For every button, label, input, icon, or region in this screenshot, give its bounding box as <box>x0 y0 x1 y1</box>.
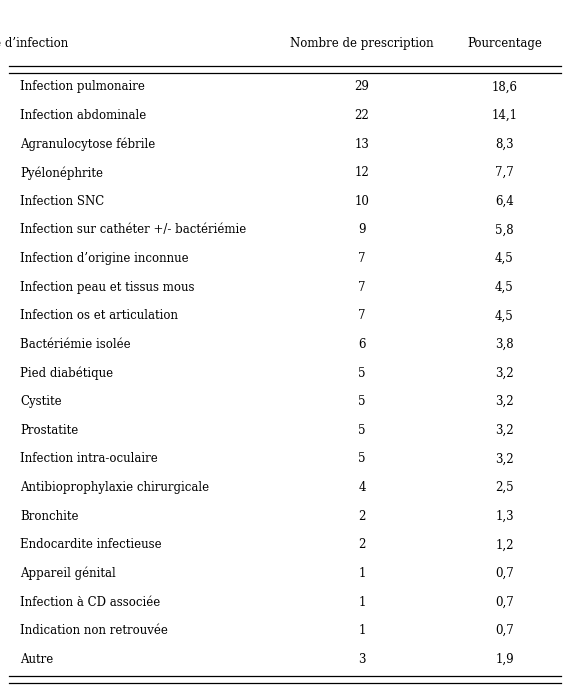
Text: 3,8: 3,8 <box>495 338 514 351</box>
Text: 18,6: 18,6 <box>491 80 518 94</box>
Text: Pyélonéphrite: Pyélonéphrite <box>20 166 103 179</box>
Text: Autre: Autre <box>20 653 53 666</box>
Text: Indication non retrouvée: Indication non retrouvée <box>20 624 168 637</box>
Text: 3: 3 <box>358 653 366 666</box>
Text: Agranulocytose fébrile: Agranulocytose fébrile <box>20 138 155 151</box>
Text: 1: 1 <box>359 624 365 637</box>
Text: Pourcentage: Pourcentage <box>467 37 542 50</box>
Text: 2,5: 2,5 <box>495 481 514 494</box>
Text: 4: 4 <box>358 481 366 494</box>
Text: 5: 5 <box>358 366 366 380</box>
Text: Infection intra-oculaire: Infection intra-oculaire <box>20 452 158 466</box>
Text: 1: 1 <box>359 567 365 580</box>
Text: Antibioprophylaxie chirurgicale: Antibioprophylaxie chirurgicale <box>20 481 209 494</box>
Text: 2: 2 <box>359 538 365 551</box>
Text: Bactériémie isolée: Bactériémie isolée <box>20 338 131 351</box>
Text: 29: 29 <box>355 80 369 94</box>
Text: 4,5: 4,5 <box>495 281 514 294</box>
Text: 7: 7 <box>358 252 366 265</box>
Text: 9: 9 <box>358 223 366 237</box>
Text: Infection os et articulation: Infection os et articulation <box>20 309 178 322</box>
Text: 4,5: 4,5 <box>495 309 514 322</box>
Text: 7: 7 <box>358 281 366 294</box>
Text: 6,4: 6,4 <box>495 195 514 208</box>
Text: 8,3: 8,3 <box>495 138 514 151</box>
Text: 2: 2 <box>359 510 365 523</box>
Text: Cystite: Cystite <box>20 395 62 408</box>
Text: 1,9: 1,9 <box>495 653 514 666</box>
Text: 0,7: 0,7 <box>495 567 514 580</box>
Text: 3,2: 3,2 <box>495 366 514 380</box>
Text: 0,7: 0,7 <box>495 624 514 637</box>
Text: 0,7: 0,7 <box>495 595 514 609</box>
Text: Infection à CD associée: Infection à CD associée <box>20 595 160 609</box>
Text: 3,2: 3,2 <box>495 424 514 437</box>
Text: 14,1: 14,1 <box>491 109 518 122</box>
Text: 3,2: 3,2 <box>495 395 514 408</box>
Text: Nombre de prescription: Nombre de prescription <box>290 37 434 50</box>
Text: Infection sur cathéter +/- bactériémie: Infection sur cathéter +/- bactériémie <box>20 223 246 237</box>
Text: 3,2: 3,2 <box>495 452 514 466</box>
Text: 10: 10 <box>355 195 369 208</box>
Text: Infection abdominale: Infection abdominale <box>20 109 146 122</box>
Text: 4,5: 4,5 <box>495 252 514 265</box>
Text: 5: 5 <box>358 395 366 408</box>
Text: Prostatite: Prostatite <box>20 424 78 437</box>
Text: 7,7: 7,7 <box>495 166 514 179</box>
Text: Type d’infection: Type d’infection <box>0 37 68 50</box>
Text: Appareil génital: Appareil génital <box>20 567 116 580</box>
Text: 22: 22 <box>355 109 369 122</box>
Text: Infection SNC: Infection SNC <box>20 195 104 208</box>
Text: Infection pulmonaire: Infection pulmonaire <box>20 80 145 94</box>
Text: 5: 5 <box>358 424 366 437</box>
Text: 1,3: 1,3 <box>495 510 514 523</box>
Text: 12: 12 <box>355 166 369 179</box>
Text: Endocardite infectieuse: Endocardite infectieuse <box>20 538 161 551</box>
Text: Infection d’origine inconnue: Infection d’origine inconnue <box>20 252 189 265</box>
Text: 1,2: 1,2 <box>495 538 514 551</box>
Text: 1: 1 <box>359 595 365 609</box>
Text: Infection peau et tissus mous: Infection peau et tissus mous <box>20 281 194 294</box>
Text: 5,8: 5,8 <box>495 223 514 237</box>
Text: 13: 13 <box>355 138 369 151</box>
Text: 7: 7 <box>358 309 366 322</box>
Text: Bronchite: Bronchite <box>20 510 79 523</box>
Text: Pied diabétique: Pied diabétique <box>20 366 113 380</box>
Text: 5: 5 <box>358 452 366 466</box>
Text: 6: 6 <box>358 338 366 351</box>
